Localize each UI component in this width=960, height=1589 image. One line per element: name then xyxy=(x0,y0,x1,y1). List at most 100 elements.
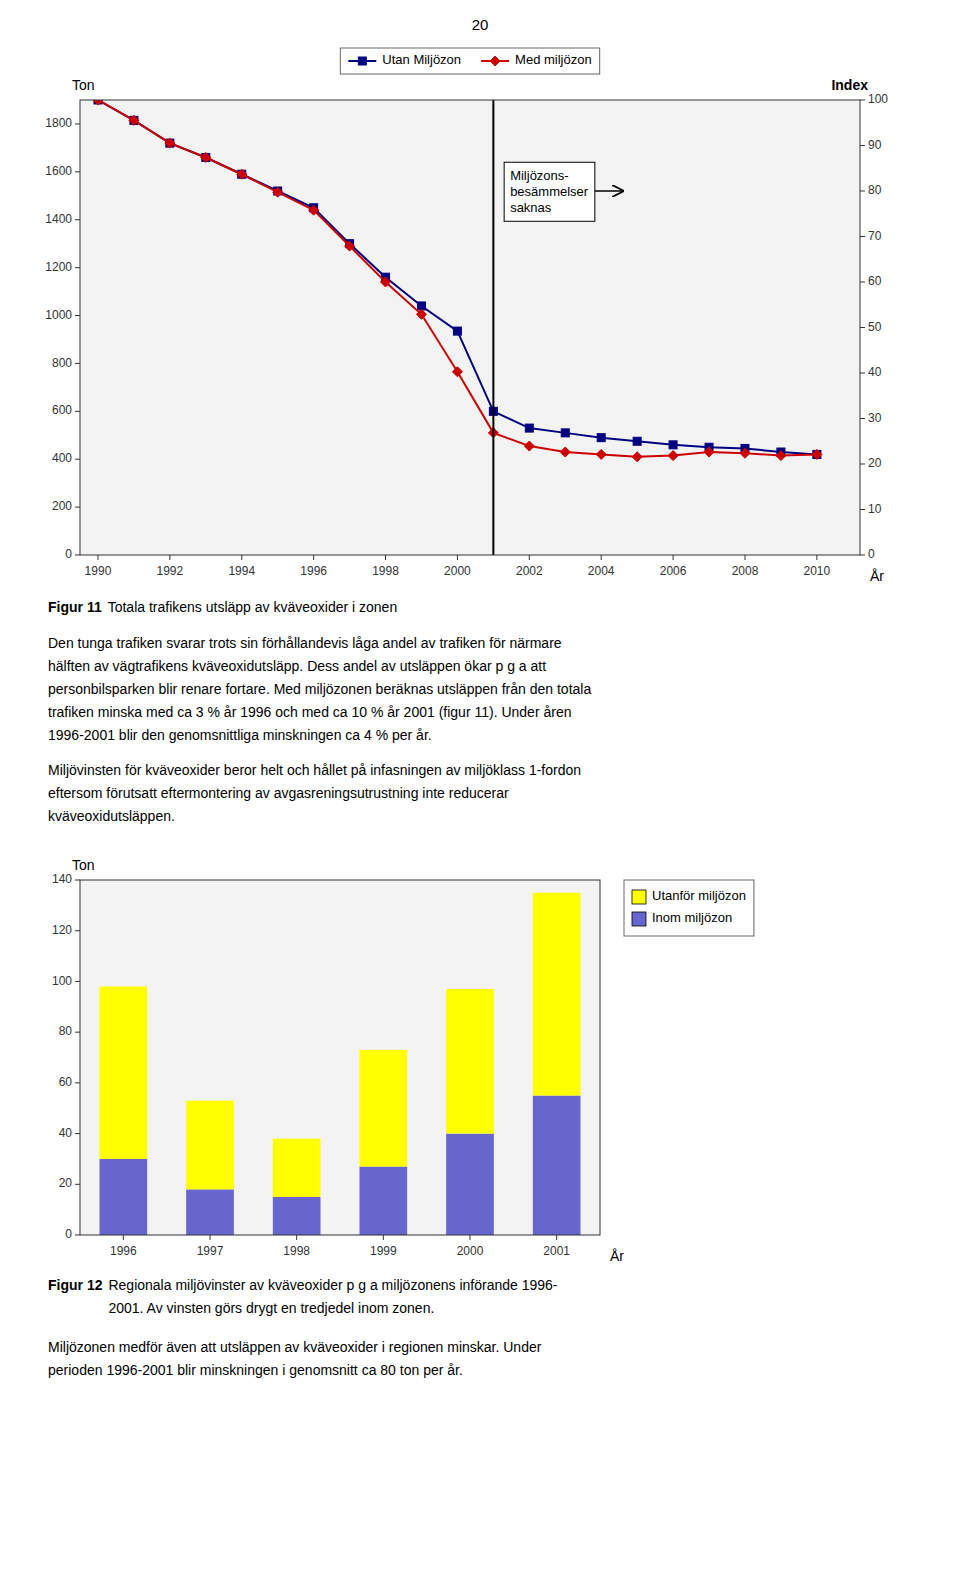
y-tick-label: 80 xyxy=(868,183,882,197)
annotation-line: saknas xyxy=(510,200,552,215)
series-marker xyxy=(130,116,138,124)
y-tick-label: 30 xyxy=(868,411,882,425)
paragraph-line: hälften av vägtrafikens kväveoxidutsläpp… xyxy=(48,658,546,674)
y-tick xyxy=(75,880,80,881)
series-marker xyxy=(309,205,319,215)
paragraph-line: perioden 1996-2001 blir minskningen i ge… xyxy=(48,1362,463,1378)
series-marker xyxy=(345,241,355,251)
series-marker xyxy=(740,448,750,458)
legend-items: Utan MiljözonMed miljözon xyxy=(348,52,591,67)
bar-segment xyxy=(273,1197,321,1235)
series-line xyxy=(98,100,817,457)
y-tick-label: 800 xyxy=(52,356,72,370)
x-tick xyxy=(673,555,674,560)
y-tick-label: 1800 xyxy=(45,116,72,130)
series-marker xyxy=(633,437,641,445)
plot-frame xyxy=(80,880,600,1235)
y-tick-label: 70 xyxy=(868,229,882,243)
y-tick-label: 90 xyxy=(868,138,882,152)
y-tick xyxy=(75,555,80,556)
x-axis-label: År xyxy=(610,1248,624,1264)
x-tick xyxy=(97,555,98,560)
page-number: 20 xyxy=(472,16,489,33)
series-marker xyxy=(597,434,605,442)
x-tick xyxy=(383,1235,384,1240)
y-tick xyxy=(75,123,80,124)
paragraph-line: Miljözonen medför även att utsläppen av … xyxy=(48,1339,542,1355)
y-tick xyxy=(860,191,865,192)
y-tick xyxy=(75,315,80,316)
paragraph-line: 1996-2001 blir den genomsnittliga minskn… xyxy=(48,727,432,743)
caption: Figur 12Regionala miljövinster av kväveo… xyxy=(48,1277,558,1293)
legend-entry: Inom miljözon xyxy=(632,910,732,926)
bar-segment xyxy=(446,1134,494,1235)
x-tick xyxy=(169,555,170,560)
plot-area xyxy=(93,100,822,555)
series-marker xyxy=(381,277,391,287)
y-tick-label: 1600 xyxy=(45,164,72,178)
caption-label: Figur 12 xyxy=(48,1277,103,1293)
y-tick xyxy=(75,363,80,364)
x-axis-label: År xyxy=(870,568,884,584)
legend: Utanför miljözonInom miljözon xyxy=(624,880,754,936)
annotation: Miljözons-besämmelsersaknas xyxy=(504,162,623,221)
paragraph-line: Miljövinsten för kväveoxider beror helt … xyxy=(48,762,581,778)
y-tick xyxy=(75,459,80,460)
bar-segment xyxy=(360,1167,408,1235)
x-tick xyxy=(123,1235,124,1240)
y-tick-label: 0 xyxy=(65,547,72,561)
series-marker xyxy=(776,451,786,461)
x-tick-label: 1996 xyxy=(300,564,327,578)
y-axis-label: Ton xyxy=(72,857,95,873)
annotation-line: Miljözons- xyxy=(510,168,569,183)
series-marker xyxy=(237,169,247,179)
caption-text: Totala trafikens utsläpp av kväveoxider … xyxy=(108,599,398,615)
y-tick xyxy=(75,171,80,172)
y-tick-label: 40 xyxy=(59,1126,73,1140)
series-marker xyxy=(669,441,677,449)
series-marker xyxy=(704,447,714,457)
x-tick-label: 2000 xyxy=(444,564,471,578)
legend-swatch-marker xyxy=(358,57,366,65)
x-tick-label: 1998 xyxy=(372,564,399,578)
page: 2002004006008001000120014001600180001020… xyxy=(0,0,960,1589)
x-tick-label: 2010 xyxy=(804,564,831,578)
bar-segment xyxy=(533,1096,581,1235)
y-tick-label: 20 xyxy=(868,456,882,470)
y-tick xyxy=(75,1082,80,1083)
x-tick xyxy=(457,555,458,560)
plot-frame xyxy=(80,100,860,555)
series-marker xyxy=(813,450,821,458)
bar-segment xyxy=(186,1101,234,1190)
x-tick-label: 2002 xyxy=(516,564,543,578)
x-tick-label: 1994 xyxy=(228,564,255,578)
series-marker xyxy=(561,429,569,437)
y-tick-label: 40 xyxy=(868,365,882,379)
y-tick xyxy=(860,100,865,101)
y-tick-label: 100 xyxy=(52,974,72,988)
x-tick xyxy=(313,555,314,560)
x-tick-label: 1990 xyxy=(85,564,112,578)
y-tick-label: 400 xyxy=(52,451,72,465)
x-tick xyxy=(556,1235,557,1240)
bar-chart: 0204060801001201401996199719981999200020… xyxy=(52,857,624,1264)
x-tick-label: 1992 xyxy=(157,564,184,578)
paragraph-line: eftersom förutsatt eftermontering av avg… xyxy=(48,785,509,801)
caption-text: 2001. Av vinsten görs drygt en tredjedel… xyxy=(108,1300,434,1316)
x-tick xyxy=(470,1235,471,1240)
x-tick-label: 2004 xyxy=(588,564,615,578)
y-tick xyxy=(75,1184,80,1185)
legend-label: Med miljözon xyxy=(515,52,592,67)
y-tick xyxy=(75,1133,80,1134)
y-tick xyxy=(75,1235,80,1236)
line-chart: 0200400600800100012001400160018000102030… xyxy=(45,77,888,584)
annotation-arrow xyxy=(595,190,623,192)
x-tick xyxy=(744,555,745,560)
y-tick xyxy=(860,236,865,237)
legend: Utan MiljözonMed miljözon xyxy=(340,48,599,74)
bar-segment xyxy=(360,1050,408,1167)
paragraph-line: kväveoxidutsläppen. xyxy=(48,808,175,824)
y-tick-label: 120 xyxy=(52,923,72,937)
y-tick-label: 200 xyxy=(52,499,72,513)
series-marker xyxy=(668,451,678,461)
